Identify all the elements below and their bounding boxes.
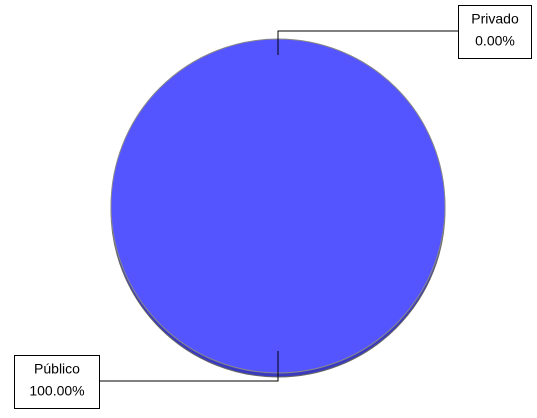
slice-label: Privado [471, 11, 519, 27]
label-box [458, 5, 532, 59]
leader-line [277, 30, 458, 55]
pie-slice [110, 38, 446, 374]
label-box [14, 355, 100, 409]
slice-value-label: 0.00% [475, 33, 515, 49]
slice-value-label: 100.00% [29, 383, 84, 399]
slice-label: Público [34, 361, 80, 377]
leader-line [99, 351, 279, 382]
